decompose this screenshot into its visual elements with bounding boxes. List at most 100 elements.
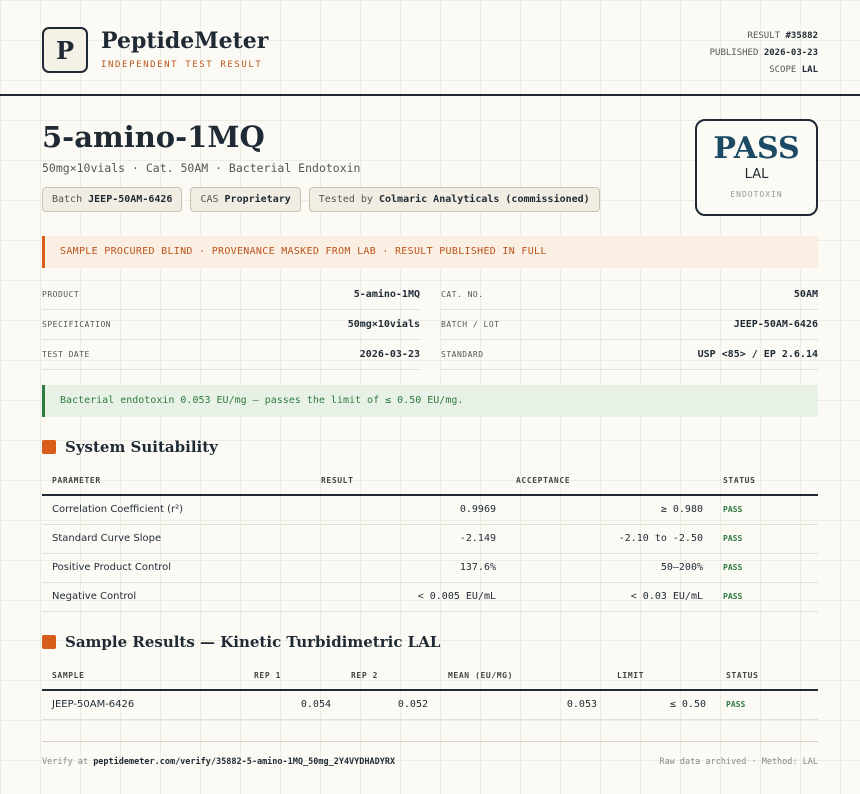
cell: 0.9969 — [311, 495, 506, 525]
column-header: PARAMETER — [42, 467, 311, 496]
chip-label: CAS — [200, 194, 219, 205]
chip: Tested by Colmaric Analyticals (commissi… — [308, 187, 600, 212]
cell: ≥ 0.980 — [506, 495, 713, 525]
status: PASS — [716, 690, 818, 720]
meta-value: #35882 — [785, 31, 818, 41]
verdict-category: ENDOTOXIN — [730, 190, 783, 199]
cell: 0.052 — [341, 690, 438, 720]
column-header: REP 2 — [341, 662, 438, 691]
product-subtitle: 50mg×10vials · Cat. 50AM · Bacterial End… — [42, 161, 361, 175]
column-header: RESULT — [311, 467, 506, 496]
column-header: STATUS — [716, 662, 818, 691]
suitability-table: PARAMETER RESULT ACCEPTANCE STATUS Correlati… — [42, 467, 818, 612]
chip: Batch JEEP-50AM-6426 — [42, 187, 183, 212]
detail-value: 2026-03-23 — [359, 349, 420, 360]
chip: CAS Proprietary — [190, 187, 301, 212]
chip-label: Tested by — [318, 194, 373, 205]
detail-label: SPECIFICATION — [42, 320, 112, 329]
cell: 0.054 — [244, 690, 341, 720]
meta-value: 2026-03-23 — [763, 48, 818, 58]
cell: < 0.005 EU/mL — [311, 582, 506, 612]
cell: -2.10 to -2.50 — [506, 524, 713, 554]
verdict-scope: LAL — [744, 167, 769, 182]
tagline: INDEPENDENT TEST RESULT — [101, 60, 263, 70]
column-header: ACCEPTANCE — [506, 467, 713, 496]
meta: RESULT #35882 PUBLISHED 2026-03-23 SCOPE L… — [710, 28, 818, 79]
chips: Batch JEEP-50AM-6426 CAS Proprietary Teste… — [42, 187, 600, 212]
detail-value: JEEP-50AM-6426 — [733, 319, 818, 330]
cell: 50–200% — [506, 553, 713, 583]
detail-row: TEST DATE 2026-03-23 — [42, 340, 420, 370]
meta-row: SCOPE LAL — [710, 62, 818, 79]
detail-value: 5-amino-1MQ — [353, 289, 420, 300]
section-title: System Suitability — [42, 438, 218, 456]
chip-value: Proprietary — [224, 194, 291, 205]
verdict-result: PASS — [713, 131, 800, 166]
detail-label: BATCH / LOT — [441, 320, 500, 329]
row: Correlation Coefficient (r²) 0.9969 ≥ 0.98… — [42, 495, 818, 525]
section-title: Sample Results — Kinetic Turbidimetric L… — [42, 633, 440, 651]
chip-value: Colmaric Analyticals (commissioned) — [378, 194, 590, 205]
title: Sample Results — Kinetic Turbidimetric L… — [65, 633, 441, 651]
status: PASS — [713, 495, 818, 525]
verdict: PASS LAL ENDOTOXIN — [695, 119, 818, 216]
row: Negative Control < 0.005 EU/mL < 0.03 EU/m… — [42, 582, 818, 612]
status: PASS — [713, 582, 818, 612]
samples-table: SAMPLE REP 1 REP 2 MEAN (EU/MG) LIMIT STATUS J… — [42, 662, 818, 720]
cell: JEEP-50AM-6426 — [42, 690, 244, 720]
detail-row: CAT. NO. 50AM — [441, 280, 818, 310]
header — [0, 0, 860, 96]
cell: Negative Control — [42, 582, 311, 612]
chip-value: JEEP-50AM-6426 — [88, 194, 173, 205]
title: System Suitability — [65, 438, 218, 456]
detail-label: TEST DATE — [42, 350, 90, 359]
cell: < 0.03 EU/mL — [506, 582, 713, 612]
detail-row: BATCH / LOT JEEP-50AM-6426 — [441, 310, 818, 340]
detail-label: PRODUCT — [42, 290, 80, 299]
cell: 0.053 — [438, 690, 607, 720]
summary: Bacterial endotoxin 0.053 EU/mg — passes… — [42, 385, 818, 417]
row: Standard Curve Slope -2.149 -2.10 to -2.50… — [42, 524, 818, 554]
product-name: 5-amino-1MQ — [42, 120, 265, 154]
detail-row: STANDARD USP <85> / EP 2.6.14 — [441, 340, 818, 370]
header-row: PARAMETER RESULT ACCEPTANCE STATUS — [42, 467, 818, 496]
details: PRODUCT 5-amino-1MQ CAT. NO. 50AM SPECIFICAT… — [42, 280, 818, 370]
column-header: MEAN (EU/MG) — [438, 662, 607, 691]
verify-url[interactable]: peptidemeter.com/verify/35882-5-amino-1M… — [93, 757, 396, 767]
footer-note: Raw data archived · Method: LAL — [659, 757, 818, 767]
verify-label: Verify at — [42, 757, 89, 767]
logo: P — [42, 27, 88, 73]
cell: Positive Product Control — [42, 553, 311, 583]
meta-label: RESULT — [747, 31, 781, 41]
cell: Standard Curve Slope — [42, 524, 311, 554]
notice: SAMPLE PROCURED BLIND · PROVENANCE MASKE… — [42, 236, 818, 268]
brand: PeptideMeter — [101, 28, 269, 54]
meta-value: LAL — [801, 65, 818, 75]
chip-label: Batch — [52, 194, 83, 205]
detail-value: 50AM — [793, 289, 818, 300]
meta-row: PUBLISHED 2026-03-23 — [710, 45, 818, 62]
status: PASS — [713, 553, 818, 583]
detail-label: CAT. NO. — [441, 290, 484, 299]
column-header: STATUS — [713, 467, 818, 496]
status: PASS — [713, 524, 818, 554]
row: Positive Product Control 137.6% 50–200% PAS… — [42, 553, 818, 583]
footer: Verify at peptidemeter.com/verify/35882-… — [42, 741, 818, 767]
cell: 137.6% — [311, 553, 506, 583]
column-header: SAMPLE — [42, 662, 244, 691]
cell: ≤ 0.50 — [607, 690, 716, 720]
cell: Correlation Coefficient (r²) — [42, 495, 311, 525]
cell: -2.149 — [311, 524, 506, 554]
detail-value: 50mg×10vials — [347, 319, 420, 330]
meta-row: RESULT #35882 — [710, 28, 818, 45]
detail-value: USP <85> / EP 2.6.14 — [697, 349, 818, 360]
header-row: SAMPLE REP 1 REP 2 MEAN (EU/MG) LIMIT STATUS — [42, 662, 818, 691]
row: JEEP-50AM-6426 0.054 0.052 0.053 ≤ 0.50 PASS — [42, 690, 818, 720]
column-header: LIMIT — [607, 662, 716, 691]
column-header: REP 1 — [244, 662, 341, 691]
detail-row: PRODUCT 5-amino-1MQ — [42, 280, 420, 310]
detail-row: SPECIFICATION 50mg×10vials — [42, 310, 420, 340]
meta-label: PUBLISHED — [709, 48, 759, 58]
detail-label: STANDARD — [441, 350, 484, 359]
